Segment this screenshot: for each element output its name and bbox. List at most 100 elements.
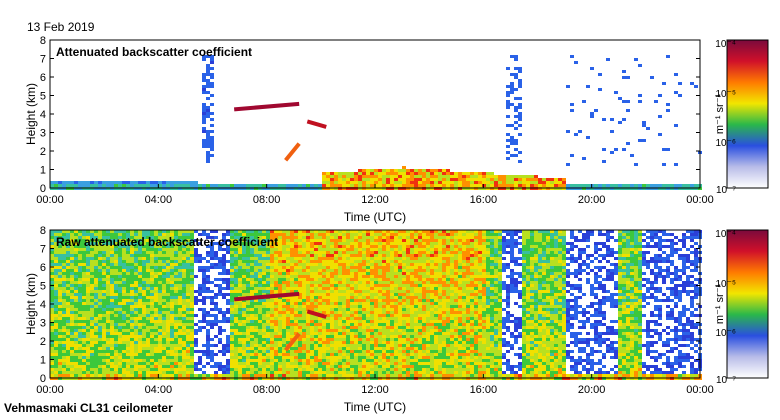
backscatter-cell bbox=[342, 296, 346, 299]
backscatter-cell bbox=[278, 368, 282, 371]
backscatter-cell bbox=[294, 323, 298, 326]
backscatter-cell bbox=[374, 260, 378, 263]
backscatter-cell bbox=[346, 293, 350, 296]
backscatter-cell bbox=[154, 371, 158, 374]
backscatter-cell bbox=[162, 299, 166, 302]
backscatter-cell bbox=[342, 362, 346, 365]
backscatter-cell bbox=[262, 266, 266, 269]
backscatter-cell bbox=[130, 281, 134, 284]
backscatter-cell bbox=[66, 245, 70, 248]
backscatter-cell bbox=[242, 302, 246, 305]
backscatter-cell bbox=[314, 251, 318, 254]
backscatter-cell bbox=[130, 347, 134, 350]
backscatter-cell bbox=[150, 254, 154, 257]
backscatter-cell bbox=[378, 311, 382, 314]
backscatter-cell bbox=[282, 329, 286, 332]
backscatter-cell bbox=[462, 178, 466, 181]
backscatter-cell bbox=[506, 67, 510, 70]
backscatter-cell bbox=[386, 230, 390, 233]
backscatter-cell bbox=[206, 335, 210, 338]
backscatter-cell bbox=[206, 91, 210, 94]
backscatter-cell bbox=[350, 365, 354, 368]
backscatter-cell bbox=[446, 172, 450, 175]
backscatter-cell bbox=[166, 263, 170, 266]
backscatter-cell bbox=[58, 257, 62, 260]
backscatter-cell bbox=[302, 251, 306, 254]
backscatter-cell bbox=[106, 374, 110, 377]
backscatter-cell bbox=[366, 245, 370, 248]
backscatter-cell bbox=[250, 365, 254, 368]
backscatter-cell bbox=[254, 293, 258, 296]
backscatter-cell bbox=[342, 260, 346, 263]
backscatter-cell bbox=[206, 362, 210, 365]
backscatter-cell bbox=[270, 338, 274, 341]
backscatter-cell bbox=[226, 269, 230, 272]
backscatter-cell bbox=[362, 359, 366, 362]
backscatter-cell bbox=[374, 311, 378, 314]
backscatter-cell bbox=[374, 254, 378, 257]
backscatter-cell bbox=[134, 320, 138, 323]
backscatter-cell bbox=[206, 160, 210, 163]
backscatter-cell bbox=[90, 284, 94, 287]
backscatter-cell bbox=[254, 281, 258, 284]
backscatter-cell bbox=[294, 233, 298, 236]
backscatter-cell bbox=[142, 359, 146, 362]
backscatter-cell bbox=[338, 275, 342, 278]
backscatter-cell bbox=[322, 287, 326, 290]
backscatter-cell bbox=[414, 181, 418, 184]
backscatter-cell bbox=[346, 305, 350, 308]
backscatter-cell bbox=[94, 356, 98, 359]
backscatter-cell bbox=[270, 299, 274, 302]
backscatter-cell bbox=[506, 94, 510, 97]
backscatter-cell bbox=[450, 175, 454, 178]
backscatter-cell bbox=[278, 287, 282, 290]
backscatter-cell bbox=[114, 248, 118, 251]
backscatter-cell bbox=[370, 299, 374, 302]
backscatter-cell bbox=[266, 290, 270, 293]
backscatter-cell bbox=[378, 281, 382, 284]
backscatter-cell bbox=[502, 181, 506, 184]
backscatter-cell bbox=[306, 359, 310, 362]
backscatter-cell bbox=[350, 368, 354, 371]
backscatter-cell bbox=[62, 338, 66, 341]
backscatter-cell bbox=[386, 251, 390, 254]
backscatter-cell bbox=[98, 254, 102, 257]
backscatter-cell bbox=[286, 371, 290, 374]
backscatter-cell bbox=[294, 263, 298, 266]
backscatter-cell bbox=[154, 302, 158, 305]
backscatter-cell bbox=[126, 365, 130, 368]
backscatter-cell bbox=[54, 266, 58, 269]
backscatter-cell bbox=[326, 371, 330, 374]
backscatter-cell bbox=[82, 365, 86, 368]
x-axis: 00:00 04:00 08:00 12:00 16:00 20:00 00:00 bbox=[36, 184, 714, 206]
backscatter-cell bbox=[258, 317, 262, 320]
backscatter-cell bbox=[342, 178, 346, 181]
backscatter-cell bbox=[182, 338, 186, 341]
backscatter-cell bbox=[294, 260, 298, 263]
backscatter-cell bbox=[86, 275, 90, 278]
backscatter-cell bbox=[350, 245, 354, 248]
backscatter-cell bbox=[78, 314, 82, 317]
backscatter-cell bbox=[182, 269, 186, 272]
backscatter-cell bbox=[418, 169, 422, 172]
backscatter-cell bbox=[66, 239, 70, 242]
backscatter-cell bbox=[150, 281, 154, 284]
backscatter-cell bbox=[322, 320, 326, 323]
backscatter-cell bbox=[190, 326, 194, 329]
backscatter-cell bbox=[306, 281, 310, 284]
backscatter-cell bbox=[90, 293, 94, 296]
backscatter-cell bbox=[130, 359, 134, 362]
backscatter-cell bbox=[350, 359, 354, 362]
backscatter-cell bbox=[138, 281, 142, 284]
backscatter-cell bbox=[274, 275, 278, 278]
backscatter-cell bbox=[302, 359, 306, 362]
backscatter-cell bbox=[366, 362, 370, 365]
backscatter-cell bbox=[342, 368, 346, 371]
backscatter-cell bbox=[114, 275, 118, 278]
backscatter-cell bbox=[318, 332, 322, 335]
backscatter-cell bbox=[138, 305, 142, 308]
backscatter-cell bbox=[446, 184, 450, 187]
backscatter-cell bbox=[298, 299, 302, 302]
backscatter-cell bbox=[654, 184, 658, 187]
backscatter-cell bbox=[674, 91, 678, 94]
